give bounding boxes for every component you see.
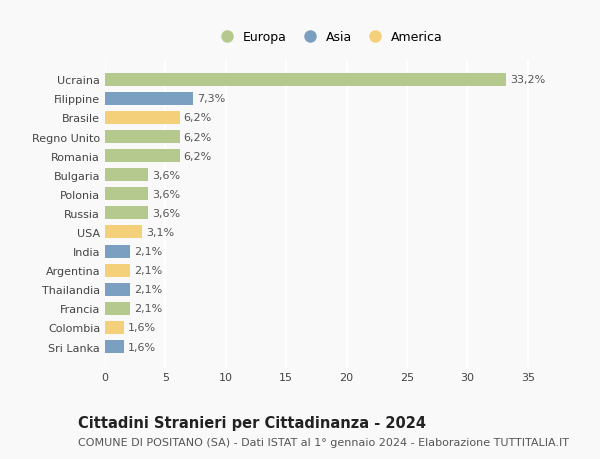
Text: 3,1%: 3,1% <box>146 228 174 237</box>
Bar <box>105 245 130 258</box>
Bar <box>105 321 124 334</box>
Bar <box>105 207 148 220</box>
Bar <box>105 283 130 296</box>
Bar <box>105 169 148 182</box>
Text: 3,6%: 3,6% <box>152 208 180 218</box>
Text: COMUNE DI POSITANO (SA) - Dati ISTAT al 1° gennaio 2024 - Elaborazione TUTTITALI: COMUNE DI POSITANO (SA) - Dati ISTAT al … <box>78 437 569 447</box>
Bar <box>105 226 142 239</box>
Text: 6,2%: 6,2% <box>184 132 212 142</box>
Text: 3,6%: 3,6% <box>152 190 180 199</box>
Text: Cittadini Stranieri per Cittadinanza - 2024: Cittadini Stranieri per Cittadinanza - 2… <box>78 415 426 431</box>
Bar <box>105 93 193 106</box>
Text: 7,3%: 7,3% <box>197 94 225 104</box>
Text: 6,2%: 6,2% <box>184 151 212 161</box>
Text: 33,2%: 33,2% <box>510 75 545 85</box>
Bar <box>105 150 180 163</box>
Bar <box>105 340 124 353</box>
Text: 2,1%: 2,1% <box>134 266 162 275</box>
Bar <box>105 73 506 87</box>
Bar <box>105 131 180 144</box>
Text: 3,6%: 3,6% <box>152 170 180 180</box>
Text: 2,1%: 2,1% <box>134 304 162 313</box>
Bar <box>105 112 180 125</box>
Legend: Europa, Asia, America: Europa, Asia, America <box>209 26 448 49</box>
Text: 6,2%: 6,2% <box>184 113 212 123</box>
Text: 2,1%: 2,1% <box>134 246 162 257</box>
Bar <box>105 302 130 315</box>
Bar <box>105 264 130 277</box>
Text: 2,1%: 2,1% <box>134 285 162 295</box>
Text: 1,6%: 1,6% <box>128 323 156 333</box>
Bar <box>105 188 148 201</box>
Text: 1,6%: 1,6% <box>128 342 156 352</box>
